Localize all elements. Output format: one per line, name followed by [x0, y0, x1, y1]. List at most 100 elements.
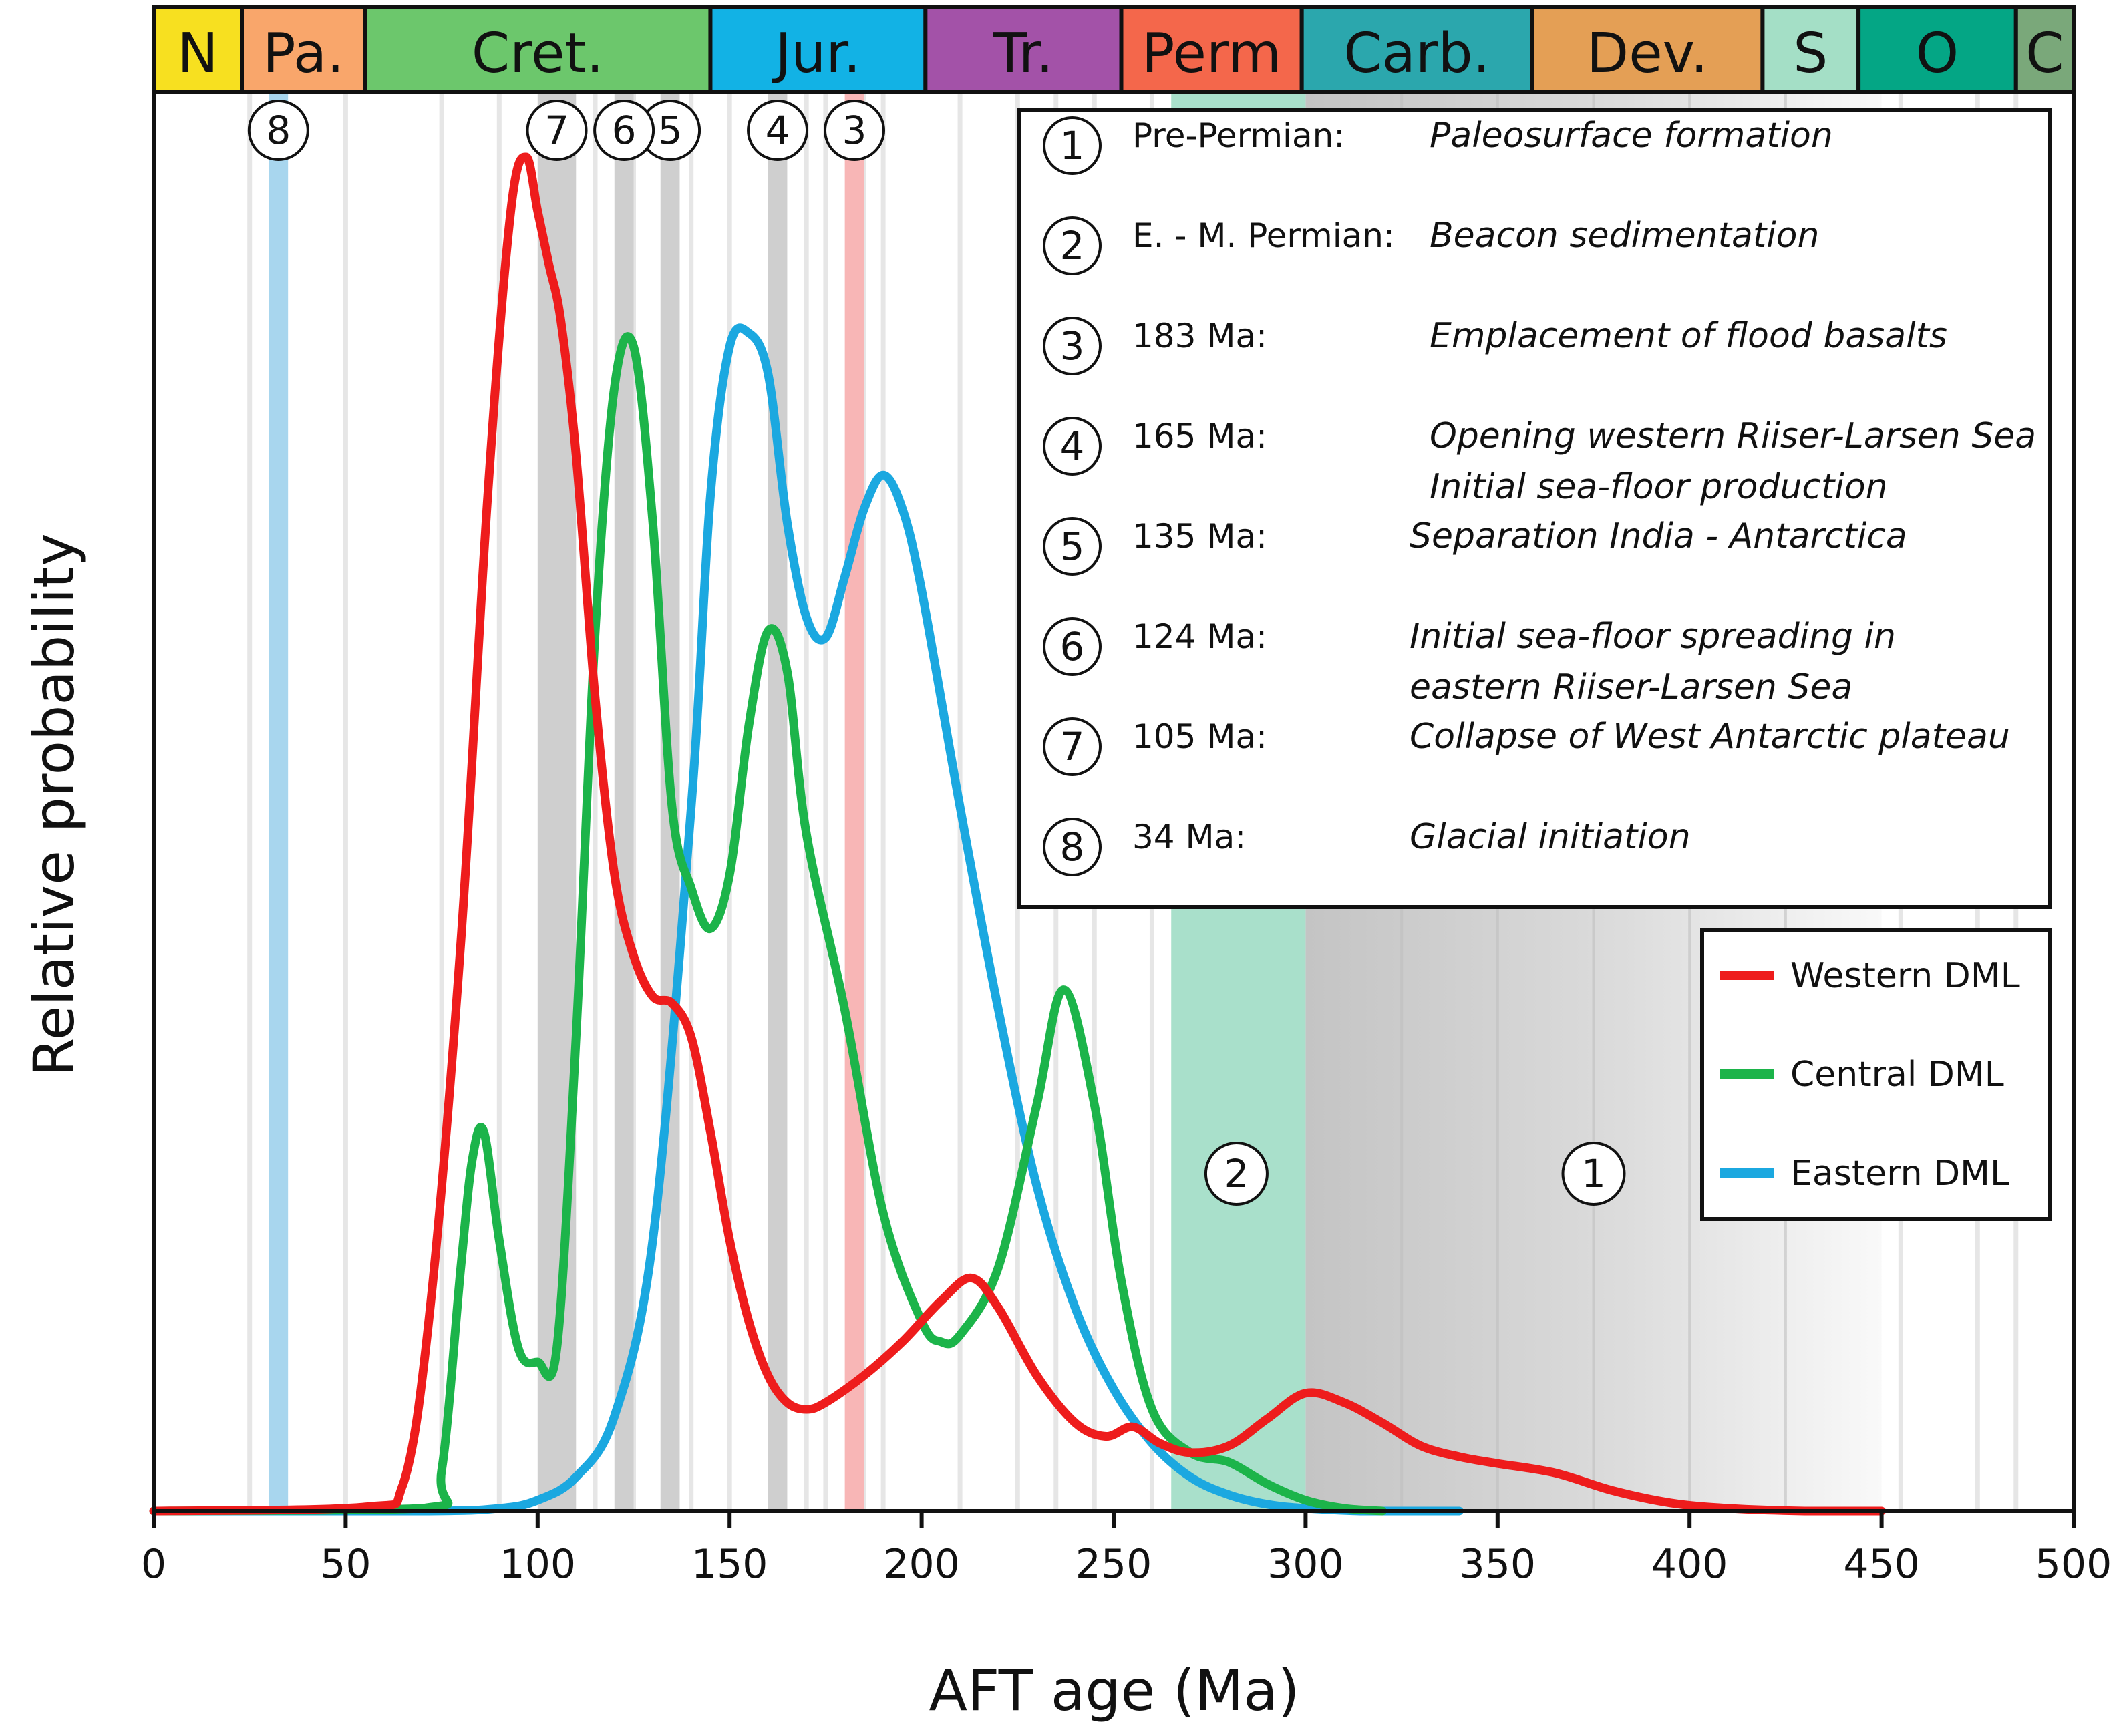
event-marker-2-circle	[1204, 1142, 1269, 1206]
event-row-8-time: 34 Ma:	[1132, 818, 1246, 856]
event-row-4-number: 4	[1060, 423, 1085, 469]
period-label: Carb.	[1343, 22, 1490, 85]
period-tr	[923, 5, 1124, 94]
event-row-5-description: Separation India - Antarctica	[1410, 516, 1907, 556]
event-row-2-number: 2	[1060, 223, 1085, 269]
event-row-3-time: 183 Ma:	[1132, 317, 1267, 355]
period-cret	[363, 5, 713, 94]
period-label: O	[1916, 22, 1959, 85]
event-row-5-circle	[1043, 517, 1102, 576]
x-axis-title: AFT age (Ma)	[929, 1658, 1300, 1723]
event-row-6-description: eastern Riiser-Larsen Sea	[1410, 667, 1852, 707]
event-row-4-description: Initial sea-floor production	[1430, 467, 1888, 507]
event-row-6-number: 6	[1060, 624, 1085, 669]
y-axis-title: Relative probability	[21, 533, 87, 1077]
series-legend: Western DML Central DML Eastern DML	[1700, 928, 2052, 1221]
event-marker-2-label: 2	[1224, 1151, 1249, 1196]
axes: 0 50 100 150 200 250 300 350 400 450 500	[141, 90, 2112, 1588]
event-row-8-number: 8	[1060, 824, 1085, 870]
period-label: Perm	[1142, 22, 1281, 85]
event-marker-7-label: 7	[544, 108, 569, 153]
x-tick-label: 450	[1843, 1541, 1920, 1588]
x-tick-label: 250	[1076, 1541, 1152, 1588]
event-marker-7-circle	[526, 100, 588, 161]
x-tick-label: 350	[1460, 1541, 1536, 1588]
event-row-6-circle	[1043, 617, 1102, 676]
geologic-period-bar: N Pa. Cret. Jur. Tr. Perm Carb. Dev. S O C	[152, 5, 2076, 94]
x-tick-label: 400	[1651, 1541, 1728, 1588]
event-band-3	[844, 92, 864, 1511]
period-o	[1856, 5, 2018, 94]
event-marker-4-label: 4	[766, 108, 790, 153]
event-row-7-number: 7	[1060, 724, 1085, 769]
event-row-1-description: Paleosurface formation	[1430, 116, 1833, 156]
period-carb	[1299, 5, 1534, 94]
period-label: Dev.	[1587, 22, 1708, 85]
event-row-8-circle	[1043, 818, 1102, 876]
event-marker-3-label: 3	[842, 108, 867, 153]
event-band-4	[768, 92, 788, 1511]
event-marker-4-circle	[747, 100, 809, 161]
event-row-7-circle	[1043, 717, 1102, 776]
event-band-7	[537, 92, 577, 1511]
event-row-2-time: E. - M. Permian:	[1132, 216, 1395, 255]
event-marker-1-circle	[1561, 1142, 1626, 1206]
event-row-7-description: Collapse of West Antarctic plateau	[1410, 717, 2010, 757]
x-tick-label: 50	[320, 1541, 371, 1588]
event-band-8	[269, 92, 289, 1511]
event-row-5-number: 5	[1060, 524, 1085, 569]
event-marker-1-label: 1	[1581, 1151, 1606, 1196]
period-label: N	[177, 22, 218, 85]
series-eastern-dml-line	[149, 323, 1464, 1516]
period-dev	[1530, 5, 1765, 94]
period-s	[1760, 5, 1861, 94]
legend-label-central-dml: Central DML	[1790, 1055, 2004, 1095]
period-jur	[708, 5, 928, 94]
series-western-dml-line	[149, 152, 1887, 1516]
x-tick-label: 500	[2035, 1541, 2112, 1588]
event-marker-8-circle	[247, 100, 309, 161]
event-marker-8-label: 8	[266, 108, 291, 153]
period-pa	[240, 5, 367, 94]
x-tick-label: 150	[691, 1541, 768, 1588]
event-row-3-number: 3	[1060, 323, 1085, 369]
series-layer	[149, 152, 1887, 1516]
event-band-6	[614, 92, 634, 1511]
event-row-1-circle	[1043, 116, 1102, 175]
x-tick-label: 100	[500, 1541, 577, 1588]
period-label: Cret.	[472, 22, 604, 85]
x-tick-label: 0	[141, 1541, 166, 1588]
event-row-2-circle	[1043, 216, 1102, 275]
event-row-3-description: Emplacement of flood basalts	[1430, 316, 1947, 356]
event-marker-3-circle	[824, 100, 886, 161]
period-c	[2013, 5, 2076, 94]
event-row-8-description: Glacial initiation	[1410, 817, 1691, 857]
event-row-4-circle	[1043, 417, 1102, 476]
event-row-5-time: 135 Ma:	[1132, 517, 1267, 556]
event-row-4-time: 165 Ma:	[1132, 417, 1267, 456]
event-row-1-number: 1	[1060, 123, 1085, 168]
x-tick-label: 300	[1267, 1541, 1344, 1588]
legend-label-western-dml: Western DML	[1790, 956, 2020, 996]
event-row-3-circle	[1043, 317, 1102, 375]
period-label: C	[2025, 22, 2064, 85]
event-marker-6-label: 6	[612, 108, 637, 153]
x-tick-label: 200	[883, 1541, 960, 1588]
period-label: Tr.	[993, 22, 1053, 85]
event-marker-6-circle	[593, 100, 655, 161]
event-row-6-description: Initial sea-floor spreading in	[1410, 617, 1896, 657]
series-central-dml-line	[149, 332, 1387, 1516]
event-legend-box: 1 Pre-Permian: Paleosurface formation 2 E. -…	[1017, 108, 2052, 909]
event-box-frame	[1017, 108, 2052, 909]
event-row-4-description: Opening western Riiser-Larsen Sea	[1430, 416, 2036, 456]
period-label: Pa.	[263, 22, 344, 85]
event-row-2-description: Beacon sedimentation	[1430, 216, 1819, 256]
event-row-6-time: 124 Ma:	[1132, 617, 1267, 656]
event-marker-5-label: 5	[658, 108, 683, 153]
event-row-7-time: 105 Ma:	[1132, 717, 1267, 756]
period-label: Jur.	[772, 22, 860, 85]
legend-label-eastern-dml: Eastern DML	[1790, 1154, 2009, 1194]
period-n	[152, 5, 244, 94]
